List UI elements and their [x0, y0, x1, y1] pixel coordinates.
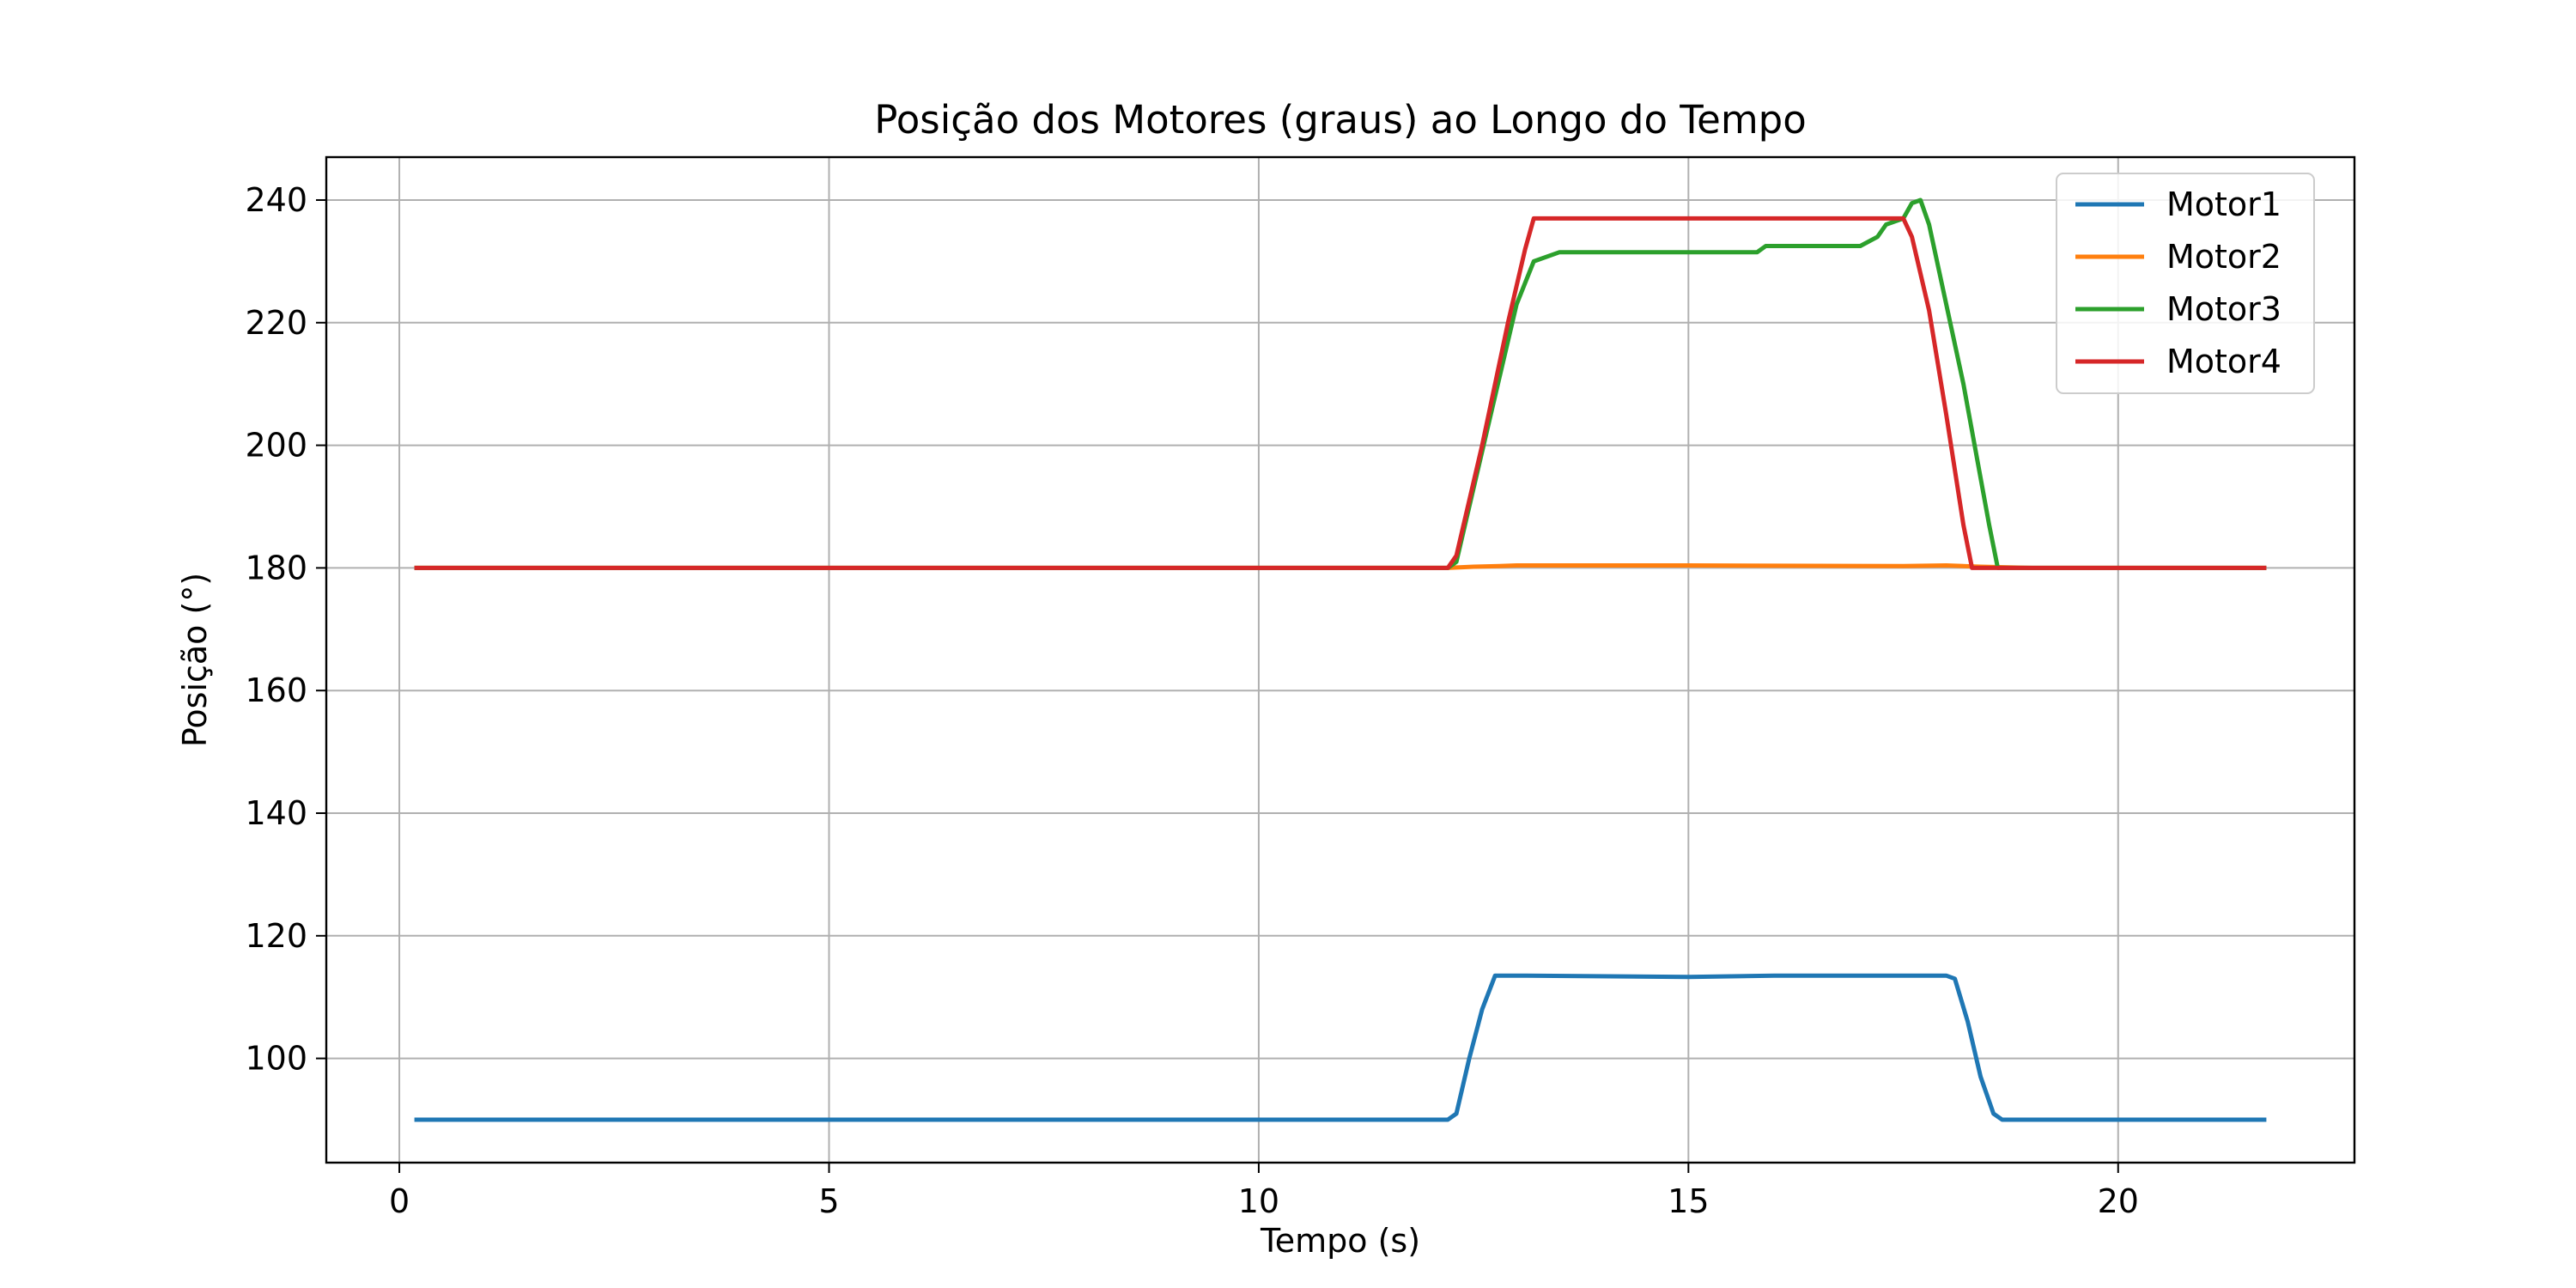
y-tick-label: 180 — [245, 549, 307, 586]
series-line-motor4 — [414, 216, 2267, 570]
y-tick-label: 200 — [245, 427, 307, 465]
legend-label: Motor2 — [2166, 238, 2281, 276]
y-tick-label: 160 — [245, 671, 307, 709]
chart-title: Posição dos Motores (graus) ao Longo do … — [874, 97, 1807, 143]
legend: Motor1 Motor2 Motor3 Motor4 — [2056, 173, 2315, 394]
y-tick-label: 240 — [245, 181, 307, 219]
legend-box — [2056, 173, 2315, 394]
y-axis-title: Posição (°) — [176, 573, 214, 747]
y-tick-label: 100 — [245, 1040, 307, 1078]
y-tick-label: 140 — [245, 794, 307, 832]
x-tick-label: 20 — [2098, 1182, 2139, 1220]
legend-label: Motor1 — [2166, 185, 2281, 223]
y-tick-label: 120 — [245, 917, 307, 955]
x-tick-label: 10 — [1238, 1182, 1279, 1220]
x-tick-label: 15 — [1668, 1182, 1709, 1220]
x-tick-label: 5 — [818, 1182, 839, 1220]
series-line-motor3 — [414, 197, 2267, 570]
series-line-motor1 — [414, 973, 2267, 1122]
x-axis-title: Tempo (s) — [1260, 1222, 1420, 1260]
x-tick-label: 0 — [389, 1182, 410, 1220]
y-tick-label: 220 — [245, 304, 307, 342]
legend-label: Motor4 — [2166, 343, 2281, 380]
plot-frame — [325, 155, 2356, 1164]
legend-label: Motor3 — [2166, 290, 2281, 328]
